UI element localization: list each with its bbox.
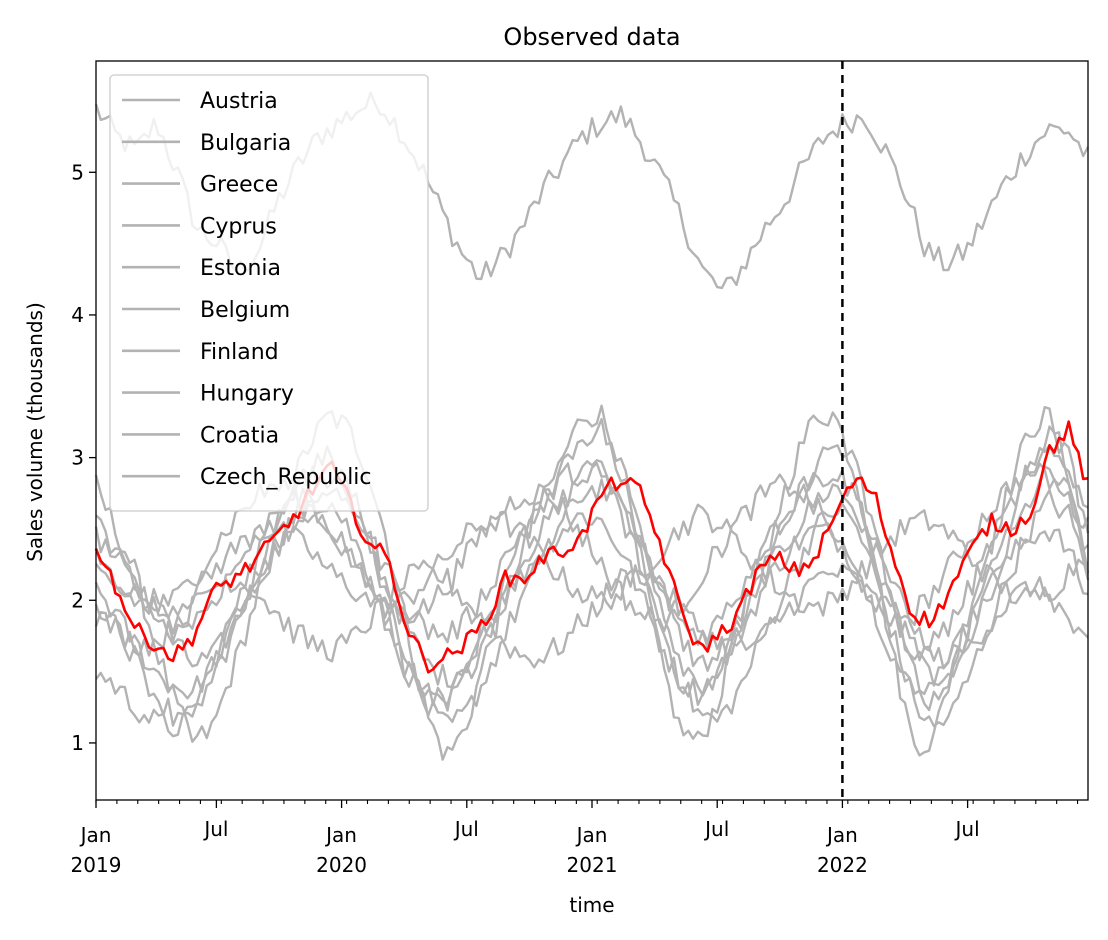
x-tick-label: Jan xyxy=(825,823,858,847)
legend-label: Cyprus xyxy=(200,214,277,239)
series-line-croatia xyxy=(94,417,1090,727)
x-tick-label: Jan xyxy=(79,823,112,847)
legend-label: Austria xyxy=(200,89,278,114)
series-line-czech_republic xyxy=(94,444,1089,652)
x-axis: Jan 2019 Jul Jan 2020 Jul Jan 2021 Jul Jan 2022 Jul xyxy=(71,800,1079,877)
legend-label: Belgium xyxy=(200,298,290,323)
y-axis-label: Sales volume (thousands) xyxy=(23,302,47,562)
x-tick-year-label: 2022 xyxy=(817,853,868,877)
highlight-series-line xyxy=(94,420,1089,674)
x-tick-label: Jan xyxy=(575,823,608,847)
series-line-greece xyxy=(95,461,1089,689)
legend-label: Czech_Republic xyxy=(200,465,372,490)
chart-title: Observed data xyxy=(503,23,680,51)
y-axis: 1 2 3 4 5 xyxy=(71,160,96,755)
y-tick-label: 4 xyxy=(71,303,84,327)
series-line-finland xyxy=(94,559,1089,670)
legend-label: Croatia xyxy=(200,423,279,448)
x-tick-label: Jan xyxy=(324,823,357,847)
legend: Austria Bulgaria Greece Cyprus Estonia Belgiu… xyxy=(109,74,429,512)
x-tick-label: Jul xyxy=(703,817,729,841)
x-axis-label: time xyxy=(569,893,614,917)
legend-label: Greece xyxy=(200,173,278,198)
y-tick-label: 5 xyxy=(71,160,84,184)
y-tick-label: 2 xyxy=(71,588,84,612)
x-tick-year-label: 2021 xyxy=(567,853,618,877)
x-tick-year-label: 2020 xyxy=(316,853,367,877)
series-line-cyprus xyxy=(94,503,1089,712)
legend-label: Estonia xyxy=(200,256,281,281)
series-line-estonia xyxy=(95,478,1090,738)
legend-box xyxy=(109,74,429,512)
x-tick-label: Jul xyxy=(453,817,479,841)
x-tick-label: Jul xyxy=(202,817,228,841)
x-tick-label: Jul xyxy=(954,817,980,841)
y-tick-label: 1 xyxy=(71,731,84,755)
legend-label: Hungary xyxy=(200,382,294,407)
legend-label: Finland xyxy=(200,340,279,365)
y-tick-label: 3 xyxy=(71,446,84,470)
legend-label: Bulgaria xyxy=(200,131,291,156)
x-tick-year-label: 2019 xyxy=(71,853,122,877)
